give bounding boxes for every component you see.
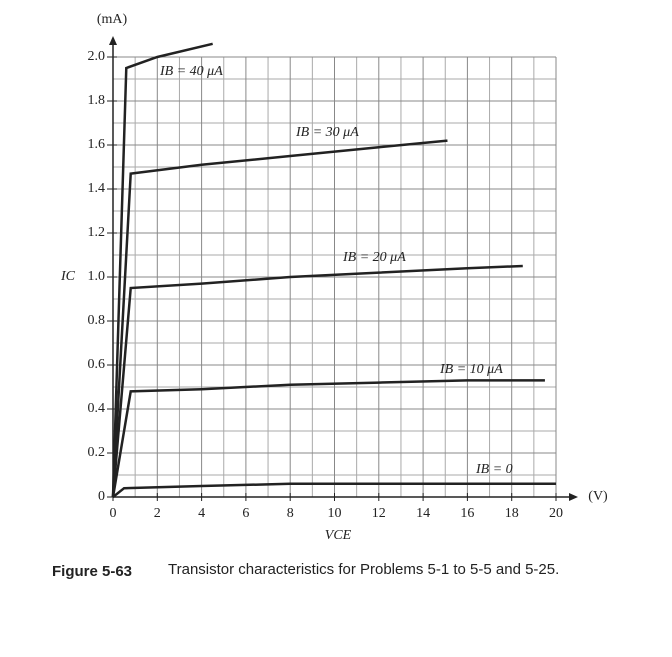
x-tick-label: 0 [110, 506, 117, 521]
x-tick-label: 2 [154, 506, 161, 521]
y-axis-arrow [109, 36, 117, 45]
x-tick-label: 20 [549, 506, 563, 521]
y-tick-label: 0 [98, 489, 105, 504]
x-tick-label: 14 [416, 506, 430, 521]
y-unit: (mA) [97, 12, 128, 27]
x-tick-label: 4 [198, 506, 205, 521]
series-label: IB = 40 μA [159, 64, 223, 79]
x-tick-label: 12 [372, 506, 386, 521]
x-axis-arrow [569, 493, 578, 501]
x-axis-label: VCE [325, 528, 352, 543]
series-label: IB = 20 μA [342, 250, 406, 265]
y-tick-label: 0.4 [88, 401, 106, 416]
x-tick-label: 10 [328, 506, 342, 521]
series-label: IB = 0 [475, 462, 513, 477]
x-tick-label: 16 [460, 506, 474, 521]
caption-number: Figure 5-63 [52, 563, 132, 580]
y-tick-label: 1.8 [88, 93, 106, 108]
curve [112, 482, 556, 498]
x-tick-label: 18 [505, 506, 519, 521]
curve [111, 264, 523, 498]
y-tick-label: 2.0 [88, 49, 106, 64]
series-label: IB = 10 μA [439, 362, 503, 377]
caption-text: Transistor characteristics for Problems … [168, 561, 559, 578]
x-tick-label: 6 [242, 506, 249, 521]
y-tick-label: 1.4 [88, 181, 106, 196]
x-unit: (V) [588, 489, 608, 504]
y-tick-label: 1.0 [88, 269, 106, 284]
y-tick-label: 1.2 [88, 225, 106, 240]
x-tick-label: 8 [287, 506, 294, 521]
curve [111, 379, 545, 498]
y-tick-label: 0.2 [88, 445, 106, 460]
y-tick-label: 0.6 [88, 357, 106, 372]
curve [111, 42, 213, 498]
curve [111, 139, 448, 498]
y-axis-label: IC [60, 269, 76, 284]
series-label: IB = 30 μA [295, 125, 359, 140]
y-tick-label: 0.8 [88, 313, 106, 328]
y-tick-label: 1.6 [88, 137, 106, 152]
